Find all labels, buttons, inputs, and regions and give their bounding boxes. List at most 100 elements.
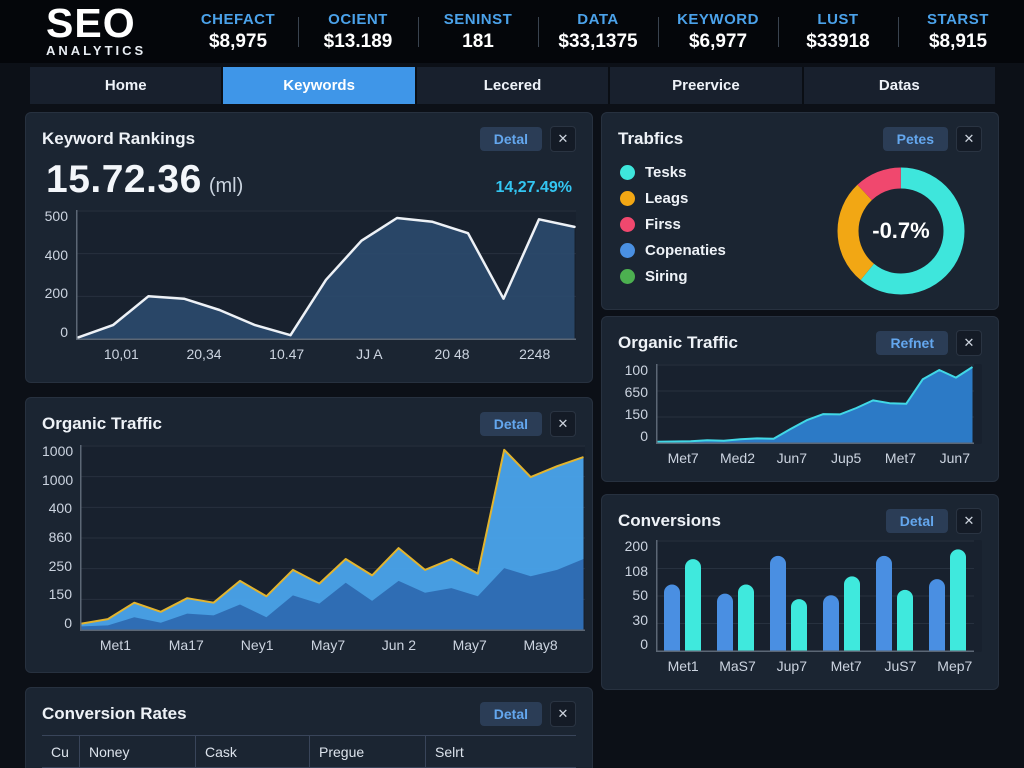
y-tick-label: 0 <box>64 614 72 631</box>
detail-button[interactable]: Detal <box>479 702 542 726</box>
x-tick-label: MaS7 <box>719 658 756 674</box>
legend-item-tesks[interactable]: Tesks <box>620 164 726 181</box>
legend-item-siring[interactable]: Siring <box>620 268 726 285</box>
close-icon[interactable]: ✕ <box>956 508 982 534</box>
donut-legend: Tesks Leags Firss Copenaties Siring <box>618 164 726 285</box>
tab-preervice[interactable]: Preervice <box>610 67 804 104</box>
stat-data: DATA $33,1375 <box>538 7 658 57</box>
card-title: Conversions <box>618 511 721 530</box>
legend-label: Leags <box>645 190 689 207</box>
x-tick-label: Med2 <box>719 450 755 466</box>
bar-chart-plot <box>656 540 982 652</box>
x-tick-label: Jup7 <box>776 658 807 674</box>
logo-title: SEO <box>46 0 136 46</box>
conversion-rates-card: Conversion Rates Detal ✕ Cu Noney Cask P… <box>25 687 593 768</box>
legend-dot-icon <box>620 217 635 232</box>
legend-item-firss[interactable]: Firss <box>620 216 726 233</box>
legend-dot-icon <box>620 165 635 180</box>
y-tick-label: 150 <box>624 406 648 422</box>
column-header: Selrt <box>435 743 464 760</box>
x-tick-label: Ma17 <box>168 637 204 653</box>
tab-datas[interactable]: Datas <box>878 77 920 94</box>
stat-value: $8,975 <box>208 30 268 52</box>
legend-item-copenaties[interactable]: Copenaties <box>620 242 726 259</box>
detail-button[interactable]: Detal <box>479 127 542 151</box>
x-tick-label: Met1 <box>667 658 699 674</box>
conversions-chart: 200 108 50 30 0 <box>618 538 982 652</box>
card-title: Trabfics <box>618 129 684 148</box>
top-bar: SEO ANALYTICS CHEFACT $8,975 OCIENT $13.… <box>0 0 1024 63</box>
close-icon[interactable]: ✕ <box>956 330 982 356</box>
x-tick-label: May8 <box>523 637 558 653</box>
stat-chefact: CHEFACT $8,975 <box>178 7 298 57</box>
stat-label: OCIENT <box>328 10 388 28</box>
legend-label: Copenaties <box>645 242 726 259</box>
y-tick-label: 0 <box>60 323 68 340</box>
y-tick-label: 860 <box>48 528 72 545</box>
organic-traffic-left-card: Organic Traffic Detal ✕ 1000 1000 400 860 25… <box>25 397 593 673</box>
main-nav: Home Keywords Lecered Preervice Datas <box>30 67 995 104</box>
close-icon[interactable]: ✕ <box>550 126 576 152</box>
x-tick-label: Met7 <box>667 450 699 466</box>
card-title: Keyword Rankings <box>42 129 196 148</box>
x-tick-label: Mep7 <box>937 658 973 674</box>
y-axis: 1000 1000 400 860 250 150 0 <box>42 444 80 631</box>
stat-value: $33,1375 <box>558 30 638 52</box>
conversions-card: Conversions Detal ✕ 200 108 50 30 0 Met1 MaS7… <box>601 494 999 690</box>
logo-subtitle: ANALYTICS <box>46 43 147 59</box>
x-tick-label: JJ A <box>356 346 383 362</box>
x-tick-label: 20 48 <box>434 346 470 362</box>
stat-lust: LUST $33918 <box>778 7 898 57</box>
app-logo: SEO ANALYTICS <box>0 0 178 59</box>
stat-label: STARST <box>927 10 989 28</box>
x-tick-label: 10,01 <box>103 346 139 362</box>
legend-dot-icon <box>620 269 635 284</box>
close-icon[interactable]: ✕ <box>956 126 982 152</box>
stat-value: $33918 <box>806 30 870 52</box>
donut-chart: -0.7% <box>834 164 968 298</box>
x-tick-label: Met7 <box>884 450 917 466</box>
stacked-area-plot <box>80 445 585 631</box>
y-tick-label: 400 <box>44 246 68 263</box>
stat-label: CHEFACT <box>200 10 276 28</box>
organic-traffic-right-card: Organic Traffic Refnet ✕ 100 650 150 0 Met7… <box>601 316 999 482</box>
keyword-rankings-chart: 500 400 200 0 <box>42 208 576 340</box>
x-tick-label: Ney1 <box>240 637 274 653</box>
y-tick-label: 150 <box>48 586 72 603</box>
donut-rings <box>837 167 965 295</box>
column-header: Cu <box>42 736 80 767</box>
x-tick-label: Met7 <box>830 658 862 674</box>
close-icon[interactable]: ✕ <box>550 701 576 727</box>
keyword-rankings-card: Keyword Rankings Detal ✕ 15.72.36 (ml) 1… <box>25 112 593 383</box>
organic-traffic-right-chart: 100 650 150 0 <box>618 363 982 444</box>
stat-label: SENINST <box>443 10 513 28</box>
tab-home[interactable]: Home <box>30 67 224 104</box>
keyword-rankings-change: 14,27.49% <box>495 179 572 196</box>
legend-dot-icon <box>620 243 635 258</box>
column-header: Noney <box>80 736 196 767</box>
petes-button[interactable]: Petes <box>882 127 948 151</box>
x-tick-label: 2248 <box>519 346 551 362</box>
stat-label: DATA <box>577 10 619 28</box>
stat-value: $8,915 <box>928 30 988 52</box>
legend-label: Tesks <box>645 164 687 181</box>
stat-ocient: OCIENT $13.189 <box>298 7 418 57</box>
close-icon[interactable]: ✕ <box>550 411 576 437</box>
legend-item-leags[interactable]: Leags <box>620 190 726 207</box>
x-tick-label: Jun 2 <box>381 637 416 653</box>
card-title: Conversion Rates <box>42 704 187 723</box>
detail-button[interactable]: Detal <box>885 509 948 533</box>
stat-seninst: SENINST 181 <box>418 7 538 57</box>
y-tick-label: 250 <box>48 557 72 574</box>
table-header-row: Cu Noney Cask Pregue Selrt <box>42 735 576 768</box>
stat-value: $6,977 <box>688 30 748 52</box>
y-tick-label: 200 <box>624 538 648 554</box>
organic-traffic-left-chart: 1000 1000 400 860 250 150 0 <box>42 444 585 631</box>
stat-starst: STARST $8,915 <box>898 7 1018 57</box>
tab-lecered[interactable]: Lecered <box>417 67 611 104</box>
refnet-button[interactable]: Refnet <box>876 331 948 355</box>
x-axis: Met1 Ma17 Ney1 May7 Jun 2 May7 May8 <box>80 631 576 653</box>
y-tick-label: 500 <box>44 208 68 224</box>
detail-button[interactable]: Detal <box>479 412 542 436</box>
tab-keywords[interactable]: Keywords <box>223 67 417 104</box>
